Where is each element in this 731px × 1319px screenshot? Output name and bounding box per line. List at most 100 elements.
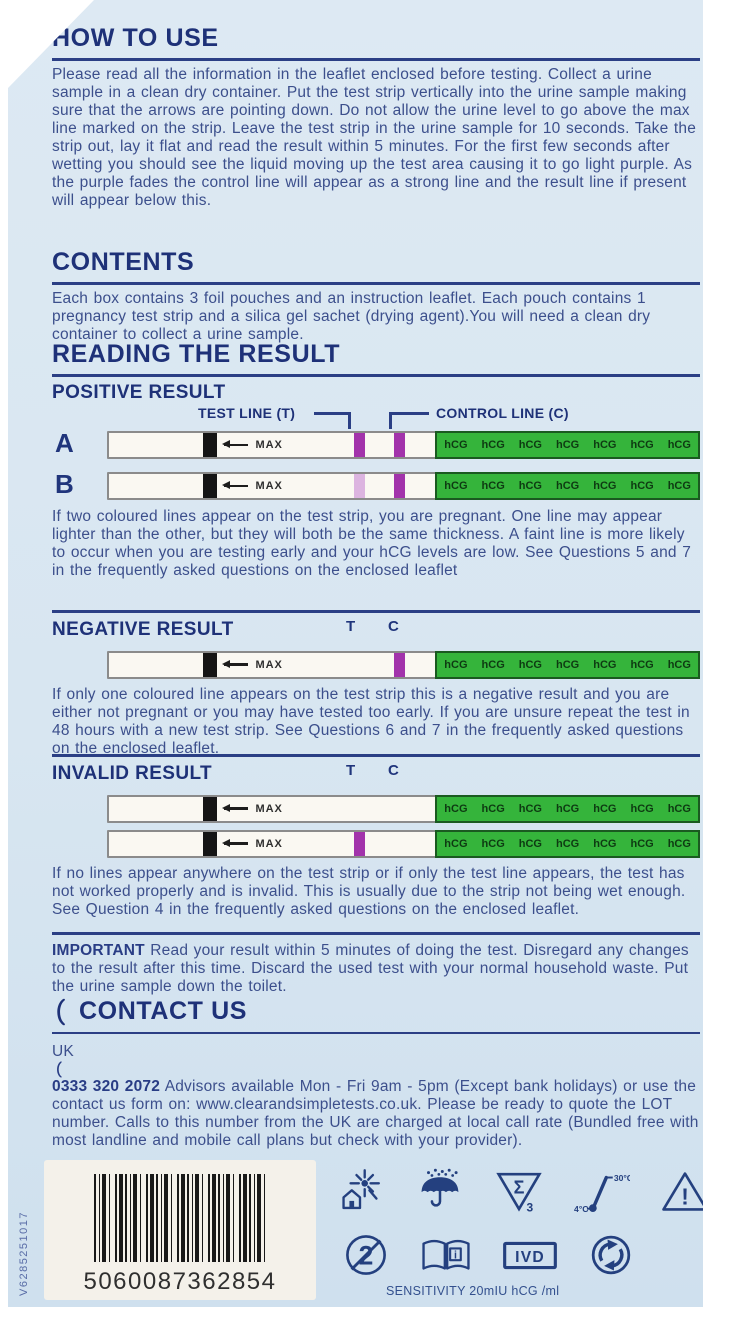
max-line-marker bbox=[203, 474, 218, 498]
t-label: T bbox=[346, 762, 356, 779]
section-contact-us: CONTACT US UK 0333 320 2072 Advisors ava… bbox=[52, 997, 700, 1150]
hcg-label: hCG bbox=[630, 439, 654, 451]
phone-icon bbox=[57, 1061, 62, 1078]
divider bbox=[52, 754, 700, 757]
contact-us-title: CONTACT US bbox=[79, 997, 248, 1025]
svg-text:3: 3 bbox=[526, 1200, 533, 1213]
hcg-label: hCG bbox=[593, 439, 617, 451]
svg-text:4°C: 4°C bbox=[574, 1203, 588, 1212]
sensitivity-value: 20mIU hCG /ml bbox=[469, 1284, 560, 1298]
hcg-label: hCG bbox=[481, 439, 505, 451]
divider bbox=[52, 610, 700, 613]
hcg-label: hCG bbox=[481, 802, 505, 815]
hcg-label: hCG bbox=[667, 837, 691, 850]
section-important: IMPORTANT Read your result within 5 minu… bbox=[52, 932, 700, 996]
section-positive-result: POSITIVE RESULT TEST LINE (T) CONTROL LI… bbox=[52, 382, 700, 580]
sensitivity-label: SENSITIVITY bbox=[386, 1284, 466, 1298]
hcg-label: hCG bbox=[593, 802, 617, 815]
max-arrow: MAX bbox=[222, 653, 283, 677]
hcg-area: hCG hCG hCG hCG hCG hCG hCG bbox=[435, 650, 700, 679]
left-arrow-icon bbox=[222, 839, 249, 846]
barcode-number: 5060087362854 bbox=[83, 1268, 277, 1295]
hcg-label: hCG bbox=[518, 802, 542, 815]
test-strip-invalid-test-line-only: MAX hCG hCG hCG hCG hCG hCG hCG bbox=[107, 829, 700, 858]
section-contents: CONTENTS Each box contains 3 foil pouche… bbox=[52, 248, 700, 344]
how-to-use-body: Please read all the information in the l… bbox=[52, 66, 697, 209]
svg-text:30°C: 30°C bbox=[614, 1172, 630, 1182]
hcg-label: hCG bbox=[630, 802, 654, 815]
hcg-label: hCG bbox=[667, 658, 691, 671]
hcg-label: hCG bbox=[444, 480, 468, 492]
hcg-label: hCG bbox=[667, 802, 691, 815]
max-arrow: MAX bbox=[222, 433, 282, 457]
invalid-result-body: If no lines appear anywhere on the test … bbox=[52, 864, 686, 918]
control-line bbox=[394, 652, 406, 677]
hcg-label: hCG bbox=[667, 480, 691, 492]
hcg-label: hCG bbox=[630, 480, 654, 492]
strip-row-invalid-2: MAX hCG hCG hCG hCG hCG hCG hCG bbox=[107, 829, 700, 858]
hcg-label: hCG bbox=[630, 658, 654, 671]
section-invalid-result: INVALID RESULT T C MAX hCG hCG hCG hCG hCG hC… bbox=[52, 754, 700, 919]
max-line-marker bbox=[203, 831, 218, 856]
max-label: MAX bbox=[255, 658, 283, 671]
divider bbox=[52, 932, 700, 935]
contact-us-heading: CONTACT US bbox=[52, 997, 700, 1034]
svg-text:Σ: Σ bbox=[513, 1177, 524, 1197]
strip-letter-a: A bbox=[55, 428, 74, 458]
negative-result-body: If only one coloured line appears on the… bbox=[52, 685, 690, 757]
left-arrow-icon bbox=[222, 481, 249, 489]
test-strip-invalid-blank: MAX hCG hCG hCG hCG hCG hCG hCG bbox=[107, 794, 700, 823]
max-label: MAX bbox=[255, 802, 283, 815]
hcg-label: hCG bbox=[518, 837, 542, 850]
contact-us-body: UK 0333 320 2072 Advisors available Mon … bbox=[52, 1043, 699, 1149]
section-how-to-use: HOW TO USE Please read all the informati… bbox=[52, 24, 700, 210]
hcg-label: hCG bbox=[444, 802, 468, 815]
max-line-marker bbox=[203, 433, 218, 457]
test-line bbox=[354, 474, 366, 498]
c-label: C bbox=[388, 762, 399, 779]
pregnancy-test-box-back: HOW TO USE Please read all the informati… bbox=[8, 0, 703, 1307]
hcg-label: hCG bbox=[556, 658, 580, 671]
test-line-label: TEST LINE (T) bbox=[198, 405, 296, 421]
hcg-label: hCG bbox=[444, 658, 468, 671]
consult-instructions-icon: i bbox=[422, 1239, 470, 1270]
hcg-area: hCG hCG hCG hCG hCG hCG hCG bbox=[435, 794, 700, 823]
hcg-label: hCG bbox=[481, 658, 505, 671]
test-strip-negative: MAX hCG hCG hCG hCG hCG hCG hCG bbox=[107, 650, 700, 679]
hcg-area: hCG hCG hCG hCG hCG hCG hCG bbox=[435, 431, 700, 459]
hcg-area: hCG hCG hCG hCG hCG hCG hCG bbox=[435, 829, 700, 858]
hcg-label: hCG bbox=[518, 658, 542, 671]
hcg-label: hCG bbox=[593, 480, 617, 492]
control-line-bracket bbox=[389, 412, 392, 429]
hcg-label: hCG bbox=[444, 439, 468, 451]
control-line-label: CONTROL LINE (C) bbox=[436, 405, 569, 421]
hcg-label: hCG bbox=[556, 439, 580, 451]
max-arrow: MAX bbox=[222, 474, 283, 498]
icons-row-2: 2 i IVD bbox=[342, 1228, 634, 1282]
c-label: C bbox=[388, 618, 399, 635]
hcg-label: hCG bbox=[667, 439, 691, 451]
strip-line-labels: TEST LINE (T) CONTROL LINE (C) bbox=[52, 405, 700, 431]
invalid-result-title: INVALID RESULT bbox=[52, 762, 213, 784]
ivd-icon: IVD bbox=[503, 1241, 557, 1269]
hcg-label: hCG bbox=[593, 658, 617, 671]
max-arrow: MAX bbox=[222, 797, 283, 821]
hcg-label: hCG bbox=[444, 837, 468, 850]
how-to-use-title: HOW TO USE bbox=[52, 24, 700, 61]
footer: V6285251017 5060087362854 bbox=[18, 1156, 703, 1306]
max-label: MAX bbox=[255, 837, 283, 850]
hcg-label: hCG bbox=[481, 837, 505, 850]
section-negative-result: NEGATIVE RESULT T C MAX hCG hCG hCG hCG hCG h… bbox=[52, 610, 700, 758]
max-label: MAX bbox=[255, 480, 283, 492]
icons-row-1: Σ 3 30°C 4°C ! bbox=[334, 1162, 703, 1220]
test-strip-positive-a: MAX hCG hCG hCG hCG hCG hCG hCG bbox=[107, 431, 700, 459]
hcg-area: hCG hCG hCG hCG hCG hCG hCG bbox=[435, 472, 700, 500]
hcg-label: hCG bbox=[556, 837, 580, 850]
keep-dry-icon bbox=[421, 1168, 459, 1207]
keep-away-from-sunlight-icon bbox=[342, 1168, 380, 1209]
test-strip-positive-b: MAX hCG hCG hCG hCG hCG hCG hCG bbox=[107, 472, 700, 500]
hcg-label: hCG bbox=[593, 837, 617, 850]
important-body: IMPORTANT Read your result within 5 minu… bbox=[52, 941, 689, 995]
positive-result-title: POSITIVE RESULT bbox=[52, 382, 226, 403]
strip-row-invalid-1: MAX hCG hCG hCG hCG hCG hCG hCG bbox=[107, 794, 700, 823]
